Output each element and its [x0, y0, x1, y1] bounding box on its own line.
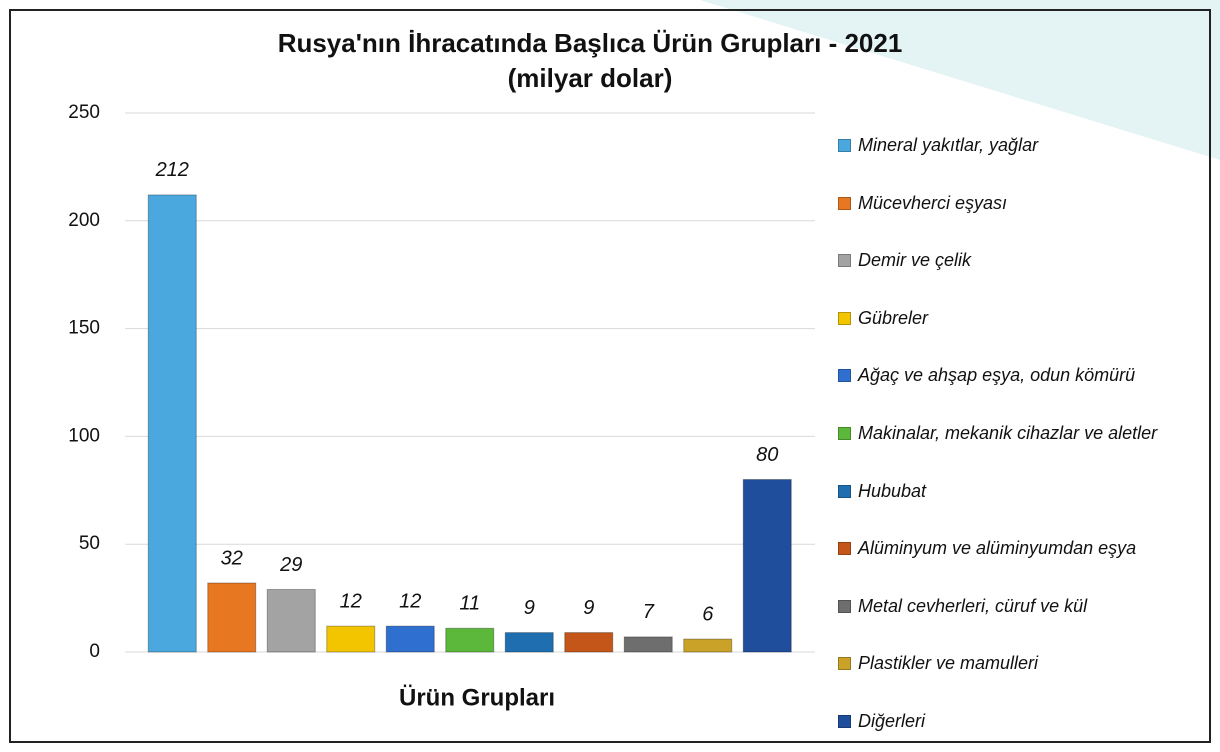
- legend-item: Gübreler: [838, 306, 1200, 331]
- value-label: 9: [524, 597, 535, 619]
- legend-label: Hububat: [858, 480, 927, 501]
- decoration: [700, 0, 1220, 160]
- y-tick-label: 250: [68, 102, 100, 123]
- legend-label: Demir ve çelik: [858, 250, 972, 271]
- value-label: 80: [756, 444, 778, 466]
- legend-swatch: [838, 657, 851, 671]
- bar: [385, 625, 435, 653]
- legend-swatch: [838, 715, 851, 728]
- chart-subtitle: (milyar dolar): [508, 63, 673, 93]
- value-label: 32: [221, 547, 243, 569]
- legend-item: Hububat: [838, 479, 1200, 504]
- legend-label: Makinalar, mekanik cihazlar ve aletler: [858, 423, 1158, 443]
- legend-label: Diğerleri: [858, 711, 926, 731]
- y-tick-label: 100: [68, 425, 100, 446]
- value-label: 12: [340, 590, 362, 612]
- value-label: 12: [399, 590, 421, 612]
- legend-swatch: [838, 254, 851, 268]
- legend-swatch: [838, 369, 851, 383]
- legend-item: Demir ve çelik: [838, 248, 1200, 273]
- legend-label: Plastikler ve mamulleri: [858, 653, 1039, 674]
- legend-swatch: [838, 599, 851, 613]
- bar: [207, 582, 257, 653]
- y-tick-label: 50: [79, 533, 100, 554]
- legend-label: Mücevherci eşyası: [858, 192, 1008, 213]
- value-label: 29: [279, 554, 302, 576]
- bar: [742, 479, 792, 653]
- value-label: 7: [643, 601, 655, 623]
- value-label: 9: [583, 597, 594, 619]
- legend-label: Mineral yakıtlar, yağlar: [858, 135, 1039, 155]
- legend-label: Gübreler: [858, 307, 929, 328]
- legend-swatch: [838, 427, 851, 440]
- bar: [147, 194, 197, 653]
- legend-label: Metal cevherleri, cüruf ve kül: [858, 595, 1088, 616]
- legend-item: Metal cevherleri, cüruf ve kül: [838, 594, 1200, 619]
- value-label: 11: [459, 593, 480, 615]
- x-axis-label: Ürün Grupları: [399, 684, 555, 711]
- legend-item: Mineral yakıtlar, yağlar: [838, 133, 1200, 158]
- legend-swatch: [838, 196, 851, 210]
- legend-swatch: [838, 139, 851, 152]
- y-tick-label: 150: [68, 318, 100, 339]
- legend-item: Ağaç ve ahşap eşya, odun kömürü: [838, 363, 1200, 388]
- chart-title: Rusya'nın İhracatında Başlıca Ürün Grupl…: [278, 28, 903, 58]
- bar: [504, 632, 554, 653]
- y-tick-label: 200: [68, 210, 100, 231]
- value-label: 212: [155, 159, 189, 181]
- bar: [683, 638, 733, 653]
- legend-item: Makinalar, mekanik cihazlar ve aletler: [838, 421, 1200, 446]
- frame: [9, 9, 1211, 743]
- legend-label: Alüminyum ve alüminyumdan eşya: [858, 538, 1137, 559]
- legend-label: Ağaç ve ahşap eşya, odun kömürü: [858, 365, 1136, 386]
- bar: [326, 625, 376, 653]
- legend-item: Alüminyum ve alüminyumdan eşya: [838, 536, 1200, 561]
- bar: [266, 588, 316, 653]
- legend-swatch: [838, 484, 851, 498]
- bar: [445, 627, 495, 653]
- legend-item: Mücevherci eşyası: [838, 191, 1200, 216]
- bar: [564, 632, 614, 653]
- legend-item: Diğerleri: [838, 709, 1200, 734]
- legend-swatch: [838, 311, 851, 325]
- legend-swatch: [838, 542, 851, 556]
- y-tick-label: 0: [89, 641, 100, 662]
- legend-item: Plastikler ve mamulleri: [838, 651, 1200, 676]
- value-label: 6: [702, 603, 714, 625]
- bar: [623, 636, 673, 653]
